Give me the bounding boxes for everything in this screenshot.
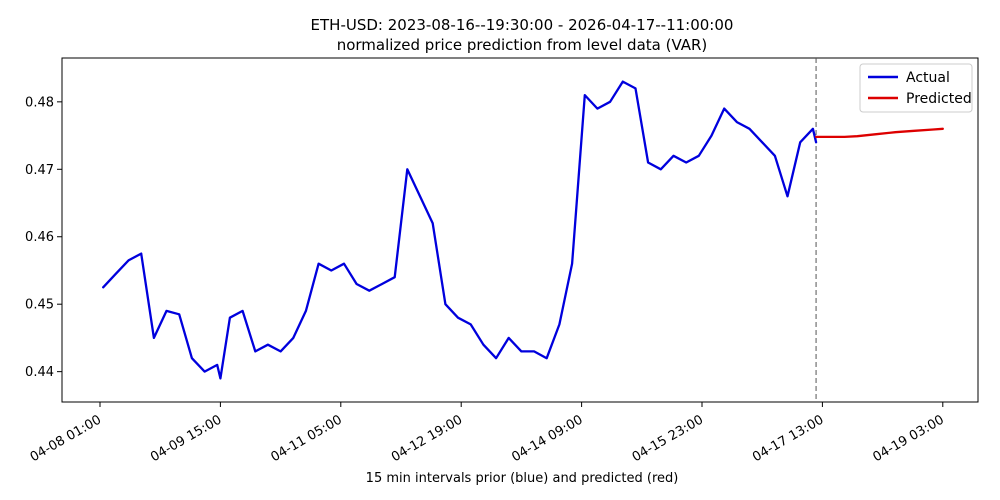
x-tick-label: 04-11 05:00 — [269, 412, 345, 465]
chart-subtitle: normalized price prediction from level d… — [337, 36, 708, 54]
x-tick-label: 04-09 15:00 — [148, 412, 224, 465]
predicted-series-line — [814, 127, 944, 139]
y-tick-label: 0.48 — [25, 95, 54, 110]
x-tick-label: 04-19 03:00 — [871, 412, 947, 465]
series-layer — [102, 80, 944, 380]
x-tick-label: 04-08 01:00 — [28, 412, 104, 465]
y-tick-label: 0.46 — [25, 230, 54, 245]
y-axis: 0.44 0.45 0.46 0.47 0.48 — [25, 95, 62, 380]
chart-title: ETH-USD: 2023-08-16--19:30:00 - 2026-04-… — [311, 16, 734, 34]
x-axis-label: 15 min intervals prior (blue) and predic… — [366, 471, 679, 486]
x-tick-label: 04-14 09:00 — [509, 412, 585, 465]
legend-actual-label: Actual — [906, 70, 950, 86]
legend: Actual Predicted — [859, 63, 973, 113]
x-tick-label: 04-12 19:00 — [389, 412, 465, 465]
plot-area — [61, 57, 979, 403]
actual-series-line — [102, 80, 818, 380]
x-tick-label: 04-17 13:00 — [750, 412, 826, 465]
legend-predicted-label: Predicted — [906, 91, 972, 107]
x-axis: 04-08 01:00 04-09 15:00 04-11 05:00 04-12 1… — [28, 402, 947, 465]
y-tick-label: 0.47 — [25, 163, 54, 178]
x-tick-label: 04-15 23:00 — [630, 412, 706, 465]
y-tick-label: 0.44 — [25, 365, 54, 380]
y-tick-label: 0.45 — [25, 298, 54, 313]
